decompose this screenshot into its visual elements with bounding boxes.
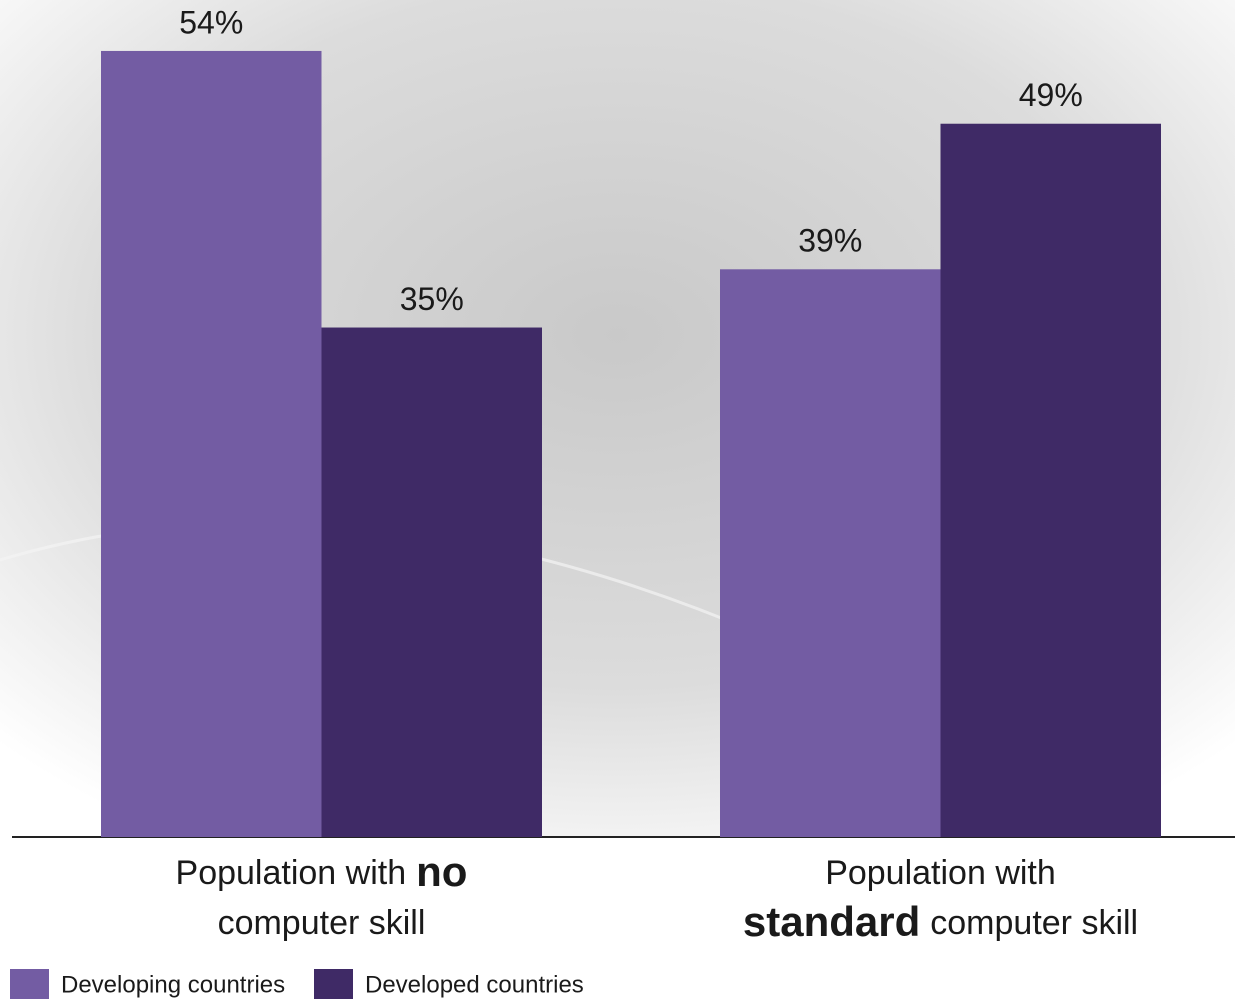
category-label-part: Population with xyxy=(176,854,407,892)
bar xyxy=(101,50,322,838)
bar xyxy=(940,123,1161,837)
bar xyxy=(720,269,941,837)
category-label: Population with no xyxy=(176,848,468,895)
category-label-part: computer skill xyxy=(218,904,426,942)
category-label-part: Population with xyxy=(825,854,1056,892)
value-label: 39% xyxy=(798,223,862,259)
value-label: 35% xyxy=(400,281,464,317)
category-label-part: computer skill xyxy=(930,904,1138,942)
category-label-part: no xyxy=(416,848,467,895)
value-label: 54% xyxy=(179,4,243,40)
category-label-part: standard xyxy=(743,898,920,945)
category-label: computer skill xyxy=(218,904,426,942)
legend-label: Developing countries xyxy=(61,971,285,998)
category-label: standard computer skill xyxy=(743,898,1138,945)
legend-label: Developed countries xyxy=(365,971,584,998)
legend-swatch xyxy=(314,969,353,999)
bar xyxy=(321,327,542,837)
legend-swatch xyxy=(10,969,49,999)
value-label: 49% xyxy=(1019,77,1083,113)
category-label: Population with xyxy=(825,854,1056,892)
